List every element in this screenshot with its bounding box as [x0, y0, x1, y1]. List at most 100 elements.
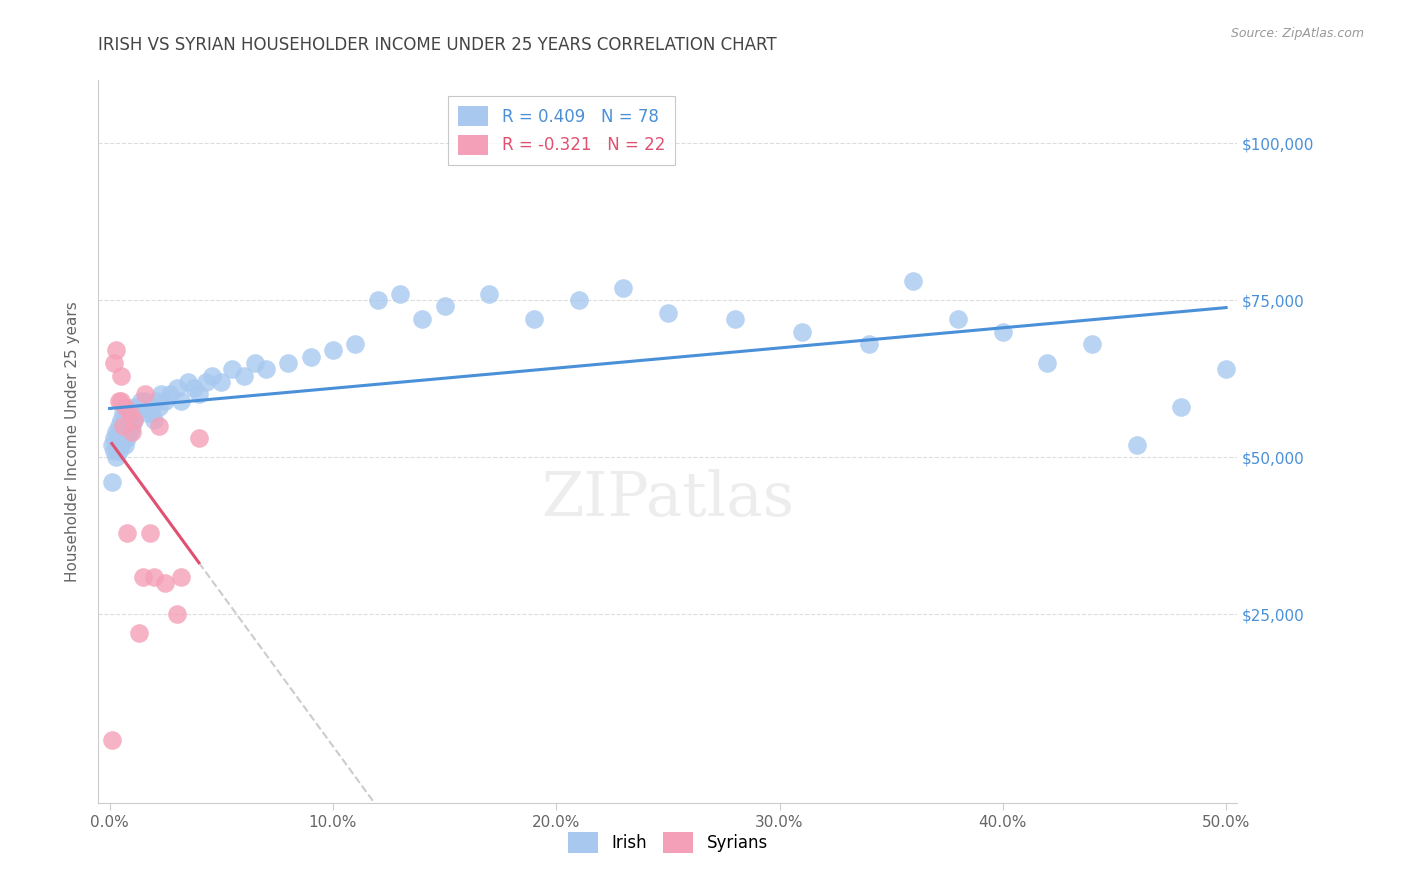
Point: [790, 325, 813, 339]
Point: [111, 431, 134, 445]
Point: [110, 412, 132, 426]
Point: [111, 418, 134, 433]
Point: [139, 400, 162, 414]
Point: [141, 406, 163, 420]
Point: [128, 400, 150, 414]
Point: [103, 356, 125, 370]
Point: [177, 375, 200, 389]
Point: [101, 438, 124, 452]
Text: IRISH VS SYRIAN HOUSEHOLDER INCOME UNDER 25 YEARS CORRELATION CHART: IRISH VS SYRIAN HOUSEHOLDER INCOME UNDER…: [98, 36, 778, 54]
Point: [299, 350, 322, 364]
Point: [114, 438, 136, 452]
Point: [1126, 438, 1149, 452]
Point: [111, 418, 134, 433]
Point: [110, 438, 132, 452]
Point: [107, 418, 129, 433]
Point: [114, 425, 136, 439]
Point: [129, 393, 152, 408]
Point: [143, 569, 166, 583]
Point: [243, 356, 266, 370]
Point: [107, 444, 129, 458]
Point: [105, 343, 128, 358]
Point: [145, 393, 167, 408]
Point: [110, 425, 132, 439]
Point: [114, 400, 136, 414]
Point: [101, 475, 124, 490]
Point: [166, 381, 188, 395]
Point: [1215, 362, 1237, 376]
Point: [858, 337, 880, 351]
Point: [232, 368, 254, 383]
Point: [132, 400, 155, 414]
Point: [118, 425, 141, 439]
Point: [209, 375, 232, 389]
Point: [388, 286, 411, 301]
Point: [122, 412, 145, 426]
Point: [105, 425, 128, 439]
Point: [170, 393, 193, 408]
Point: [523, 312, 546, 326]
Point: [110, 393, 132, 408]
Point: [612, 280, 634, 294]
Point: [254, 362, 277, 376]
Point: [117, 418, 139, 433]
Point: [201, 368, 224, 383]
Point: [125, 406, 148, 420]
Point: [101, 733, 124, 747]
Point: [194, 375, 217, 389]
Point: [159, 387, 181, 401]
Point: [478, 286, 501, 301]
Point: [117, 525, 139, 540]
Point: [136, 406, 159, 420]
Point: [105, 438, 128, 452]
Point: [121, 406, 143, 420]
Point: [567, 293, 589, 308]
Point: [118, 412, 141, 426]
Point: [149, 387, 172, 401]
Point: [148, 418, 170, 433]
Text: ZIPatlas: ZIPatlas: [541, 469, 794, 529]
Point: [148, 400, 170, 414]
Point: [117, 406, 139, 420]
Point: [111, 406, 134, 420]
Point: [105, 450, 128, 465]
Point: [1036, 356, 1059, 370]
Point: [118, 406, 141, 420]
Point: [107, 393, 129, 408]
Point: [155, 393, 177, 408]
Legend: Irish, Syrians: Irish, Syrians: [561, 826, 775, 860]
Point: [187, 431, 209, 445]
Point: [187, 387, 209, 401]
Point: [1081, 337, 1104, 351]
Point: [946, 312, 969, 326]
Point: [155, 575, 177, 590]
Point: [724, 312, 747, 326]
Point: [903, 274, 925, 288]
Point: [657, 306, 679, 320]
Y-axis label: Householder Income Under 25 years: Householder Income Under 25 years: [65, 301, 80, 582]
Point: [128, 626, 150, 640]
Point: [166, 607, 188, 622]
Point: [991, 325, 1014, 339]
Point: [122, 412, 145, 426]
Point: [411, 312, 433, 326]
Point: [183, 381, 205, 395]
Point: [1170, 400, 1192, 414]
Point: [121, 425, 143, 439]
Point: [170, 569, 193, 583]
Point: [433, 300, 456, 314]
Point: [110, 368, 132, 383]
Point: [117, 431, 139, 445]
Point: [134, 393, 156, 408]
Point: [143, 412, 166, 426]
Point: [114, 412, 136, 426]
Point: [277, 356, 299, 370]
Point: [107, 431, 129, 445]
Point: [322, 343, 344, 358]
Text: Source: ZipAtlas.com: Source: ZipAtlas.com: [1230, 27, 1364, 40]
Point: [103, 444, 125, 458]
Point: [367, 293, 389, 308]
Point: [132, 569, 155, 583]
Point: [134, 387, 156, 401]
Point: [103, 431, 125, 445]
